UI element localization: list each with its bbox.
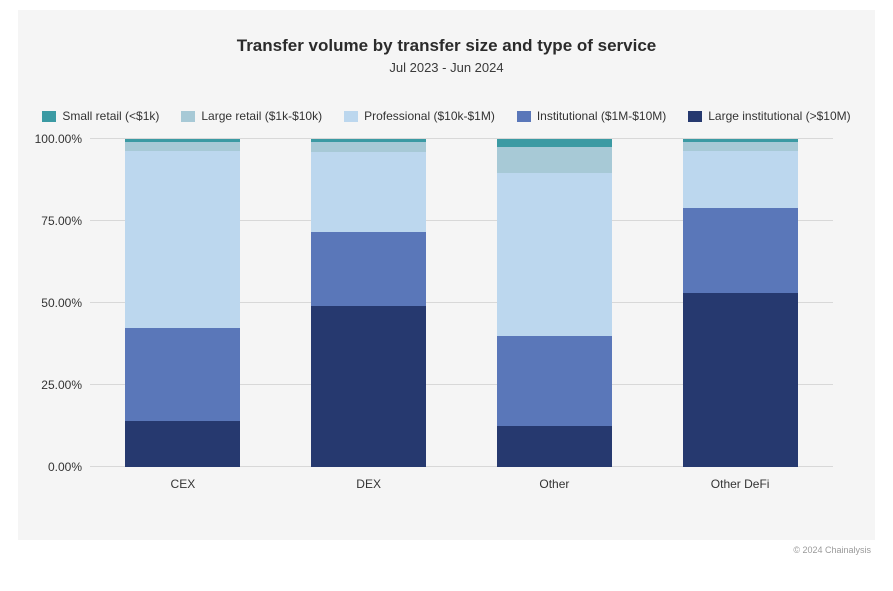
- legend-label: Large institutional (>$10M): [708, 109, 850, 123]
- stacked-bar: [311, 139, 426, 467]
- bar-slot: [647, 139, 833, 467]
- legend-swatch: [42, 111, 56, 122]
- legend-item: Large retail ($1k-$10k): [181, 109, 322, 123]
- stacked-bar: [497, 139, 612, 467]
- chart-title: Transfer volume by transfer size and typ…: [18, 36, 875, 56]
- chart-subtitle: Jul 2023 - Jun 2024: [18, 60, 875, 75]
- bar-slot: [90, 139, 276, 467]
- bar-segment-professional: [683, 151, 798, 208]
- bar-segment-professional: [125, 151, 240, 328]
- bar-segment-large_institutional: [683, 293, 798, 467]
- chart-panel: Transfer volume by transfer size and typ…: [18, 10, 875, 540]
- bar-segment-large_retail: [497, 147, 612, 173]
- legend-item: Professional ($10k-$1M): [344, 109, 495, 123]
- bar-segment-institutional: [497, 336, 612, 426]
- y-tick-label: 75.00%: [41, 214, 90, 228]
- bar-segment-large_retail: [683, 142, 798, 150]
- bar-segment-large_retail: [125, 142, 240, 150]
- y-tick-label: 0.00%: [48, 460, 90, 474]
- x-tick-label: CEX: [90, 477, 276, 491]
- legend-label: Institutional ($1M-$10M): [537, 109, 666, 123]
- plot-area: 0.00%25.00%50.00%75.00%100.00%: [90, 139, 833, 467]
- legend-swatch: [517, 111, 531, 122]
- bar-segment-large_institutional: [497, 426, 612, 467]
- bars-container: [90, 139, 833, 467]
- legend-swatch: [688, 111, 702, 122]
- x-tick-label: Other: [462, 477, 648, 491]
- legend-label: Large retail ($1k-$10k): [201, 109, 322, 123]
- bar-segment-professional: [311, 152, 426, 232]
- stacked-bar: [683, 139, 798, 467]
- bar-segment-professional: [497, 173, 612, 335]
- chart-legend: Small retail (<$1k) Large retail ($1k-$10…: [18, 109, 875, 123]
- x-tick-label: Other DeFi: [647, 477, 833, 491]
- stacked-bar: [125, 139, 240, 467]
- bar-segment-institutional: [683, 208, 798, 293]
- bar-slot: [462, 139, 648, 467]
- legend-item: Small retail (<$1k): [42, 109, 159, 123]
- bar-segment-large_institutional: [125, 421, 240, 467]
- bar-segment-small_retail: [497, 139, 612, 147]
- bar-segment-large_retail: [311, 142, 426, 152]
- x-axis-labels: CEXDEXOtherOther DeFi: [90, 477, 833, 491]
- legend-swatch: [344, 111, 358, 122]
- legend-label: Small retail (<$1k): [62, 109, 159, 123]
- bar-segment-large_institutional: [311, 306, 426, 467]
- legend-item: Institutional ($1M-$10M): [517, 109, 666, 123]
- x-tick-label: DEX: [276, 477, 462, 491]
- y-tick-label: 100.00%: [35, 132, 90, 146]
- y-tick-label: 25.00%: [41, 378, 90, 392]
- y-tick-label: 50.00%: [41, 296, 90, 310]
- credit-text: © 2024 Chainalysis: [793, 545, 871, 591]
- bar-segment-institutional: [311, 232, 426, 306]
- legend-label: Professional ($10k-$1M): [364, 109, 495, 123]
- legend-item: Large institutional (>$10M): [688, 109, 850, 123]
- legend-swatch: [181, 111, 195, 122]
- bar-slot: [276, 139, 462, 467]
- bar-segment-institutional: [125, 328, 240, 421]
